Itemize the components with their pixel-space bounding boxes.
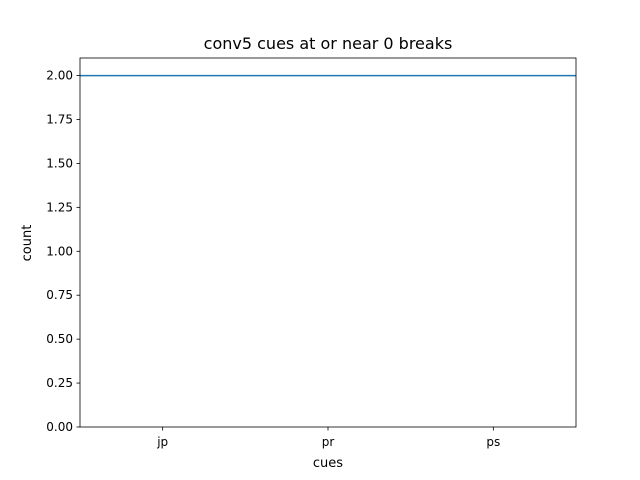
chart-title: conv5 cues at or near 0 breaks: [204, 34, 453, 53]
x-axis-label: cues: [313, 456, 343, 471]
y-tick-label-5: 1.25: [46, 200, 73, 214]
axes-frame: [79, 57, 577, 428]
x-tick-label-1: pr: [322, 435, 335, 449]
x-tick-label-0: jp: [156, 435, 168, 449]
y-tick-label-3: 0.75: [46, 288, 73, 302]
y-tick-label-4: 1.00: [46, 244, 73, 258]
y-tick-label-1: 0.25: [46, 376, 73, 390]
plot-area: 0.00 0.25 0.50 0.75 1.00 1.25 1.50 1.75 2.00 jp pr…: [46, 57, 577, 449]
y-tick-label-7: 1.75: [46, 113, 73, 127]
y-tick-label-8: 2.00: [46, 69, 73, 83]
y-tick-label-6: 1.50: [46, 156, 73, 170]
y-axis-label: count: [20, 225, 35, 262]
y-tick-label-2: 0.50: [46, 332, 73, 346]
x-tick-label-2: ps: [486, 435, 500, 449]
y-tick-label-0: 0.00: [46, 420, 73, 434]
